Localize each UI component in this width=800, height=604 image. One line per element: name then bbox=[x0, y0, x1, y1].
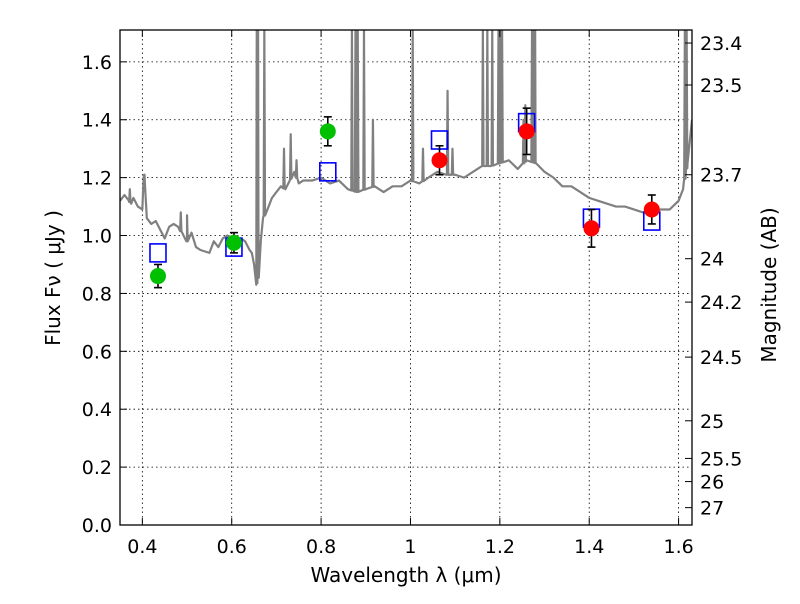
right-tick-label: 23.4 bbox=[700, 33, 742, 55]
infrared-point bbox=[583, 220, 600, 237]
right-tick-label: 26 bbox=[700, 472, 724, 494]
x-tick-label: 0.4 bbox=[127, 536, 157, 558]
model-square bbox=[149, 243, 167, 263]
y-tick-label: 0.0 bbox=[82, 515, 112, 537]
optical-point bbox=[225, 234, 242, 251]
infrared-point bbox=[431, 152, 448, 169]
right-tick-label: 27 bbox=[700, 498, 724, 520]
y-tick-label: 1.4 bbox=[82, 110, 112, 132]
grid-lines bbox=[120, 30, 692, 526]
optical-point bbox=[149, 268, 166, 285]
optical-point bbox=[319, 123, 336, 140]
x-tick-label: 1.6 bbox=[663, 536, 693, 558]
infrared-point bbox=[518, 123, 535, 140]
photometry-points bbox=[149, 107, 661, 289]
y-tick-label: 1.6 bbox=[82, 52, 112, 74]
x-tick-label: 0.8 bbox=[306, 536, 336, 558]
right-tick-label: 24.2 bbox=[700, 292, 742, 314]
right-tick-label: 23.7 bbox=[700, 165, 742, 187]
right-tick-label: 24 bbox=[700, 249, 724, 271]
right-tick-label: 23.5 bbox=[700, 75, 742, 97]
x-tick-label: 1.4 bbox=[574, 536, 604, 558]
x-tick-label: 1 bbox=[404, 536, 416, 558]
plot-frame bbox=[119, 29, 693, 526]
y-tick-label: 0.2 bbox=[82, 457, 112, 479]
x-axis-title: Wavelength λ (μm) bbox=[310, 563, 501, 587]
y-tick-label: 1.2 bbox=[82, 168, 112, 190]
y-tick-label: 1.0 bbox=[82, 226, 112, 248]
y-tick-label: 0.8 bbox=[82, 283, 112, 305]
right-axis-title: Magnitude (AB) bbox=[757, 207, 781, 362]
y-tick-label: 0.6 bbox=[82, 341, 112, 363]
right-tick-label: 25.5 bbox=[700, 448, 742, 470]
infrared-point bbox=[643, 201, 660, 218]
x-tick-label: 1.2 bbox=[485, 536, 515, 558]
template-spectrum-line bbox=[120, 30, 692, 286]
axis-ticks: 0.4 0.6 0.8 1 1.2 1.4 1.6 0.0 0.2 0.4 0.6 0.8 1.0 1.2… bbox=[82, 30, 742, 558]
right-tick-label: 24.5 bbox=[700, 347, 742, 369]
y-axis-title: Flux Fν ( μJy ) bbox=[41, 210, 65, 346]
template-spectrum bbox=[120, 30, 692, 286]
model-square bbox=[318, 162, 337, 182]
x-tick-label: 0.6 bbox=[217, 536, 247, 558]
right-tick-label: 25 bbox=[700, 411, 724, 433]
y-tick-label: 0.4 bbox=[82, 399, 112, 421]
